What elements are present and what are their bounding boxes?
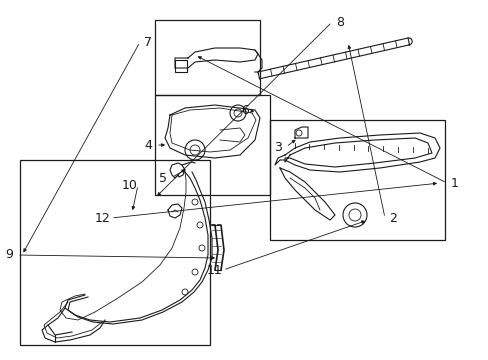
Bar [20, 160, 209, 345]
Text: 3: 3 [273, 140, 282, 153]
Text: 10: 10 [122, 179, 138, 192]
Bar [175, 60, 186, 72]
Bar [155, 20, 260, 95]
Text: 7: 7 [143, 36, 152, 49]
Text: 9: 9 [5, 248, 13, 261]
Text: 6: 6 [241, 104, 248, 117]
Text: 12: 12 [95, 212, 111, 225]
Text: 1: 1 [450, 176, 458, 189]
Text: 11: 11 [207, 264, 223, 276]
Text: 4: 4 [144, 139, 152, 152]
Text: 5: 5 [159, 171, 167, 185]
Text: 8: 8 [335, 15, 343, 28]
Bar [269, 120, 444, 240]
Bar [155, 95, 269, 195]
Text: 2: 2 [388, 212, 396, 225]
